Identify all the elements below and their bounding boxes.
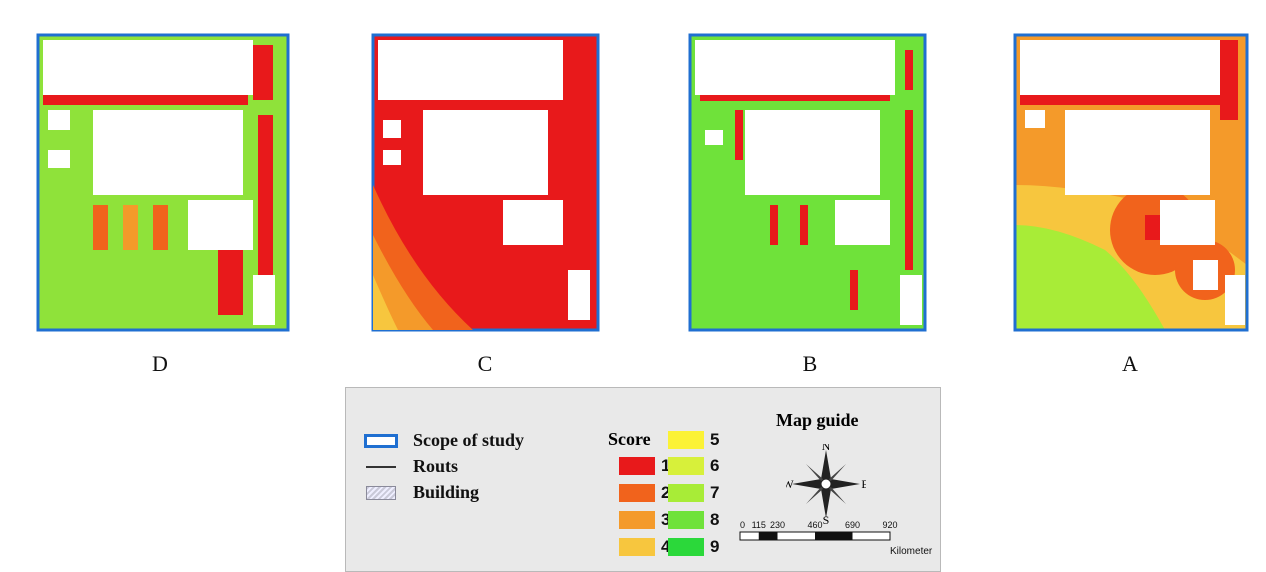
score-item-8: 8 xyxy=(668,510,719,530)
panel-label-d: D xyxy=(152,351,168,376)
compass-w: W xyxy=(786,477,794,491)
legend-item-routs: Routs xyxy=(361,456,458,477)
panel-label-b: B xyxy=(802,351,818,376)
legend-label-routs: Routs xyxy=(413,456,459,476)
score-item-2: 2 xyxy=(619,483,670,503)
scale-block xyxy=(758,532,778,540)
scale-tick-label: 690 xyxy=(845,520,860,530)
score-title: Score xyxy=(608,429,651,449)
score-item-6: 6 xyxy=(668,456,719,476)
scale-tick-label: 115 xyxy=(752,520,766,530)
score-swatch-6 xyxy=(668,457,704,475)
legend-item-building: Building xyxy=(361,482,479,503)
scale-tick-label: 230 xyxy=(770,520,785,530)
panel-label-a: A xyxy=(1122,351,1138,376)
legend-item-scope: Scope of study xyxy=(361,430,524,451)
map-panel-d xyxy=(36,33,290,332)
score-item-7: 7 xyxy=(668,483,719,503)
map-panels xyxy=(36,33,1249,332)
score-swatch-8 xyxy=(668,511,704,529)
scale-tick-label: 920 xyxy=(882,520,897,530)
score-item-4: 4 xyxy=(619,537,670,557)
map-guide-title: Map guide xyxy=(776,410,859,430)
score-swatch-9 xyxy=(668,538,704,556)
score-swatch-7 xyxy=(668,484,704,502)
score-swatch-1 xyxy=(619,457,655,475)
scale-tick-label: 460 xyxy=(807,520,822,530)
scale-tick-label: 0 xyxy=(740,520,745,530)
map-legend: Scope of study Routs Building Score 1 2 … xyxy=(345,387,941,572)
map-panel-c xyxy=(371,33,600,332)
panel-label-c: C xyxy=(477,351,493,376)
scale-bar: 0 115 230 460 690 920 Kilometer xyxy=(739,520,933,557)
compass-n: N xyxy=(822,444,831,453)
hatched-building-icon xyxy=(366,485,396,500)
legend-label-building: Building xyxy=(413,482,480,502)
compass-s: S xyxy=(823,513,830,524)
scale-block xyxy=(815,532,853,540)
score-swatch-2 xyxy=(619,484,655,502)
route-line-icon xyxy=(366,465,396,468)
score-swatch-4 xyxy=(619,538,655,556)
map-panel-b xyxy=(688,33,927,332)
compass-rose-icon: N S W E xyxy=(786,444,866,524)
score-swatch-3 xyxy=(619,511,655,529)
scope-rectangle-icon xyxy=(364,433,398,448)
legend-label-scope: Scope of study xyxy=(413,430,525,450)
map-panel-a xyxy=(1013,33,1249,332)
score-item-9: 9 xyxy=(668,537,719,557)
scale-unit: Kilometer xyxy=(890,546,933,557)
compass-e: E xyxy=(861,477,866,491)
score-item-5: 5 xyxy=(668,430,719,450)
score-swatch-5 xyxy=(668,431,704,449)
score-item-1: 1 xyxy=(619,456,670,476)
score-item-3: 3 xyxy=(619,510,670,530)
